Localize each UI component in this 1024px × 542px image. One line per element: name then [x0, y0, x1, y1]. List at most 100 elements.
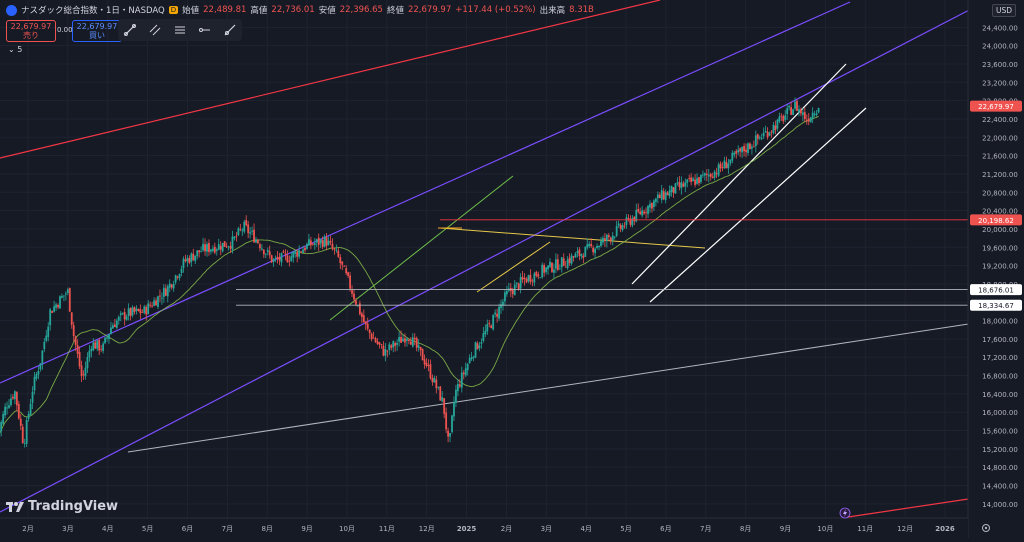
candle-body — [645, 212, 647, 213]
candle-body — [594, 249, 596, 253]
horizontal-ray-tool-icon[interactable] — [196, 21, 214, 39]
buy-label: 買い — [76, 31, 118, 40]
candle-body — [784, 115, 786, 119]
candle-body — [214, 247, 216, 253]
candle-body — [253, 230, 255, 242]
candle-body — [520, 277, 522, 288]
candle-body — [110, 328, 112, 334]
candle-body — [814, 114, 816, 115]
candle-body — [151, 306, 153, 307]
ray-tool-icon[interactable] — [221, 21, 239, 39]
candle-body — [743, 146, 745, 151]
candle-body — [467, 364, 469, 370]
candle-body — [792, 109, 794, 115]
candle-body — [767, 132, 769, 138]
candle-body — [116, 321, 118, 328]
candle-body — [224, 241, 226, 247]
candle-body — [610, 238, 612, 241]
candle-body — [286, 255, 288, 262]
candle-body — [153, 300, 155, 305]
candle-body — [657, 195, 659, 199]
fib-tool-icon[interactable] — [171, 21, 189, 39]
candle-body — [16, 392, 18, 406]
candle-body — [763, 133, 765, 136]
candle-body — [692, 178, 694, 181]
candle-body — [251, 231, 253, 232]
candle-body — [339, 257, 341, 263]
candle-body — [643, 212, 645, 214]
x-tick-label: 8月 — [740, 525, 751, 533]
currency-selector[interactable]: USD — [992, 4, 1016, 17]
low-label: 安値 — [319, 4, 336, 16]
candle-body — [596, 246, 598, 248]
candle-body — [757, 134, 759, 138]
x-tick-label: 10月 — [339, 525, 355, 533]
candle-body — [363, 315, 365, 322]
candle-body — [237, 228, 239, 235]
candle-body — [408, 340, 410, 341]
candle-body — [678, 182, 680, 187]
candle-body — [667, 192, 669, 195]
candle-body — [239, 229, 241, 230]
candle-body — [435, 380, 437, 388]
candle-body — [181, 269, 183, 273]
candle-body — [96, 340, 98, 348]
candle-body — [765, 131, 767, 132]
symbol-title[interactable]: ナスダック総合指数・1日・NASDAQ — [21, 4, 165, 16]
candle-body — [541, 265, 543, 278]
indicator-collapse-toggle[interactable]: ⌄ 5 — [8, 45, 22, 54]
candle-body — [263, 250, 265, 255]
candle-body — [132, 307, 134, 315]
volume-value: 8.31B — [569, 5, 594, 15]
indicator-count: 5 — [17, 45, 22, 54]
candle-body — [141, 312, 143, 313]
candle-body — [522, 277, 524, 280]
candle-body — [618, 224, 620, 226]
candle-body — [551, 263, 553, 272]
candle-body — [775, 126, 777, 130]
candle-body — [269, 251, 271, 255]
symbol-icon — [6, 5, 17, 16]
candle-body — [759, 137, 761, 138]
candle-body — [718, 165, 720, 176]
candle-body — [751, 147, 753, 149]
candle-body — [590, 244, 592, 246]
candle-body — [633, 217, 635, 221]
channel-tool-icon[interactable] — [146, 21, 164, 39]
candle-body — [337, 251, 339, 257]
candle-body — [326, 237, 328, 246]
candle-body — [418, 345, 420, 348]
candle-body — [486, 324, 488, 331]
y-tick-label: 21,600.00 — [982, 153, 1018, 161]
candle-body — [722, 167, 724, 168]
y-tick-label: 19,200.00 — [982, 263, 1018, 271]
candle-body — [228, 246, 230, 247]
candle-body — [310, 241, 312, 246]
candle-body — [47, 327, 49, 337]
buy-button[interactable]: 22,679.97 買い — [72, 20, 122, 42]
candle-body — [631, 218, 633, 225]
candle-body — [726, 162, 728, 168]
candle-body — [173, 284, 175, 288]
candle-body — [504, 292, 506, 301]
candle-body — [490, 325, 492, 328]
candle-body — [724, 160, 726, 168]
candle-body — [671, 186, 673, 192]
trend-line-tool-icon[interactable] — [121, 21, 139, 39]
candle-body — [500, 304, 502, 308]
candle-body — [549, 262, 551, 267]
candle-body — [771, 132, 773, 133]
candle-body — [57, 305, 59, 307]
candle-body — [177, 277, 179, 278]
candle-body — [729, 160, 731, 164]
candle-body — [753, 146, 755, 147]
candle-body — [494, 313, 496, 315]
candle-body — [588, 244, 590, 246]
candle-body — [6, 408, 8, 409]
open-value: 22,489.81 — [203, 5, 246, 15]
sell-button[interactable]: 22,679.97 売り — [6, 20, 56, 42]
candle-body — [747, 143, 749, 153]
candle-body — [528, 275, 530, 281]
candle-body — [453, 402, 455, 417]
